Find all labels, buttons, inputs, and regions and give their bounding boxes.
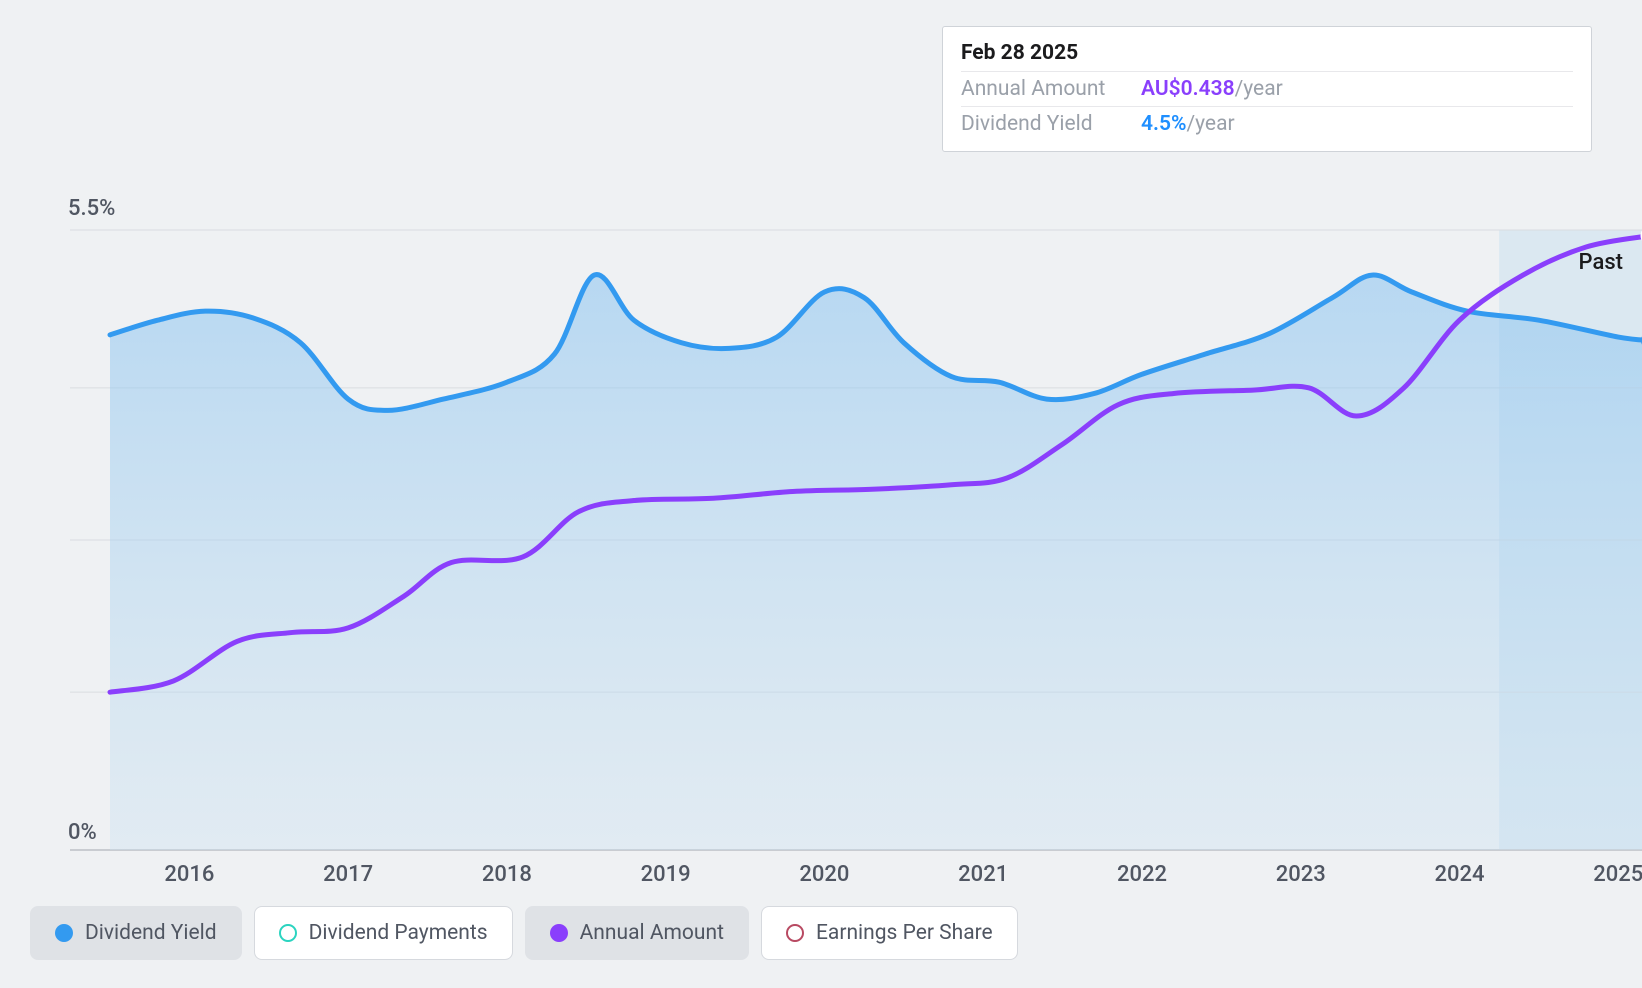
tooltip-date: Feb 28 2025 [961, 35, 1573, 72]
y-axis-min-label: 0% [68, 820, 97, 845]
tooltip-row-value: 4.5%/year [1141, 112, 1235, 136]
chart-wrapper: Feb 28 2025 Annual AmountAU$0.438/yearDi… [0, 0, 1642, 988]
x-axis-tick-label: 2022 [1117, 862, 1167, 887]
x-axis-tick-label: 2023 [1276, 862, 1326, 887]
x-axis-tick-label: 2020 [799, 862, 849, 887]
legend-item-label: Annual Amount [580, 921, 724, 945]
tooltip-row-value: AU$0.438/year [1141, 77, 1283, 101]
legend-item-label: Earnings Per Share [816, 921, 993, 945]
legend-item-label: Dividend Payments [309, 921, 488, 945]
tooltip-row: Annual AmountAU$0.438/year [961, 72, 1573, 107]
legend-item-label: Dividend Yield [85, 921, 217, 945]
data-tooltip: Feb 28 2025 Annual AmountAU$0.438/yearDi… [942, 26, 1592, 152]
tooltip-row-label: Annual Amount [961, 77, 1141, 101]
line-area-chart [30, 20, 1642, 920]
legend-marker-icon [786, 924, 804, 942]
legend-item[interactable]: Dividend Yield [30, 906, 242, 960]
legend-marker-icon [55, 924, 73, 942]
tooltip-row-label: Dividend Yield [961, 112, 1141, 136]
y-axis-max-label: 5.5% [68, 196, 115, 221]
chart-legend: Dividend Yield Dividend Payments Annual Am… [30, 906, 1018, 960]
legend-marker-icon [550, 924, 568, 942]
x-axis-tick-label: 2024 [1434, 862, 1484, 887]
x-axis-tick-label: 2017 [323, 862, 373, 887]
legend-item[interactable]: Earnings Per Share [761, 906, 1018, 960]
legend-marker-icon [279, 924, 297, 942]
tooltip-row: Dividend Yield4.5%/year [961, 107, 1573, 141]
x-axis-tick-label: 2025 [1593, 862, 1642, 887]
legend-item[interactable]: Dividend Payments [254, 906, 513, 960]
x-axis-tick-label: 2019 [641, 862, 691, 887]
x-axis-tick-label: 2018 [482, 862, 532, 887]
legend-item[interactable]: Annual Amount [525, 906, 749, 960]
past-region-label: Past [1579, 250, 1623, 275]
x-axis-tick-label: 2021 [958, 862, 1008, 887]
x-axis-tick-label: 2016 [164, 862, 214, 887]
